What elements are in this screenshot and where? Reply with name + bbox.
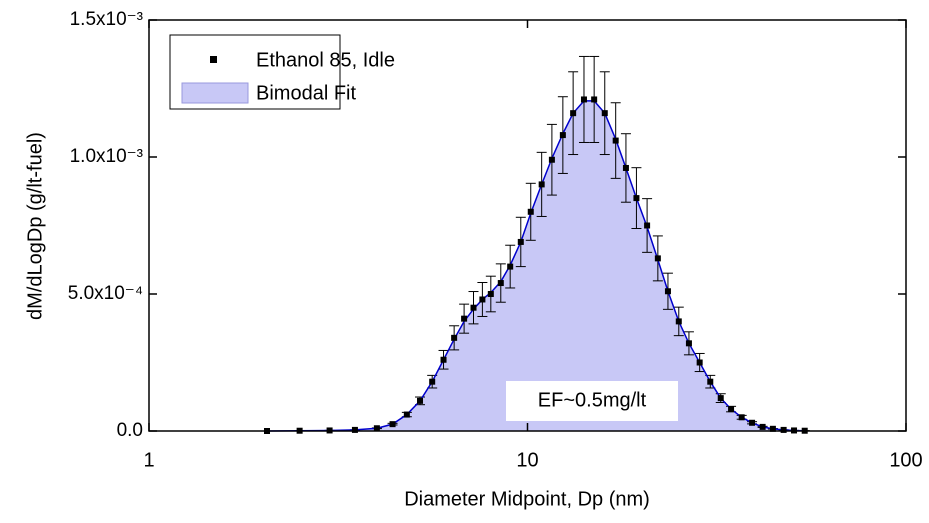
data-point bbox=[591, 96, 598, 103]
data-point bbox=[633, 195, 640, 202]
data-point bbox=[429, 378, 436, 385]
data-point bbox=[440, 356, 447, 363]
data-point bbox=[728, 406, 735, 413]
data-point bbox=[538, 181, 545, 188]
data-point bbox=[451, 334, 458, 341]
x-tick-label: 10 bbox=[516, 449, 538, 471]
y-tick-label: 1.0x10⁻³ bbox=[70, 146, 143, 167]
y-tick-label: 0.0 bbox=[117, 420, 143, 441]
y-tick-label: 1.5x10⁻³ bbox=[70, 9, 143, 30]
data-point bbox=[548, 156, 555, 163]
data-point bbox=[601, 110, 608, 117]
data-point bbox=[612, 137, 619, 144]
data-point bbox=[749, 419, 756, 426]
legend-swatch bbox=[181, 82, 249, 104]
data-point bbox=[622, 164, 629, 171]
data-point bbox=[644, 222, 651, 229]
data-point bbox=[479, 296, 486, 303]
data-point bbox=[517, 238, 524, 245]
data-point bbox=[580, 96, 587, 103]
data-point bbox=[738, 414, 745, 421]
data-point bbox=[759, 423, 766, 430]
data-point bbox=[527, 208, 534, 215]
data-point bbox=[403, 411, 410, 418]
annotation-box bbox=[506, 381, 678, 421]
data-point bbox=[487, 291, 494, 297]
data-point bbox=[470, 304, 477, 311]
data-point bbox=[685, 340, 692, 347]
y-tick-label: 5.0x10⁻⁴ bbox=[68, 283, 143, 304]
legend-marker bbox=[210, 56, 217, 63]
fit-area bbox=[267, 100, 805, 431]
data-point bbox=[769, 425, 776, 432]
data-point bbox=[373, 425, 380, 432]
x-tick-label: 1 bbox=[143, 449, 154, 471]
data-point bbox=[654, 255, 661, 262]
data-point bbox=[664, 288, 671, 295]
data-point bbox=[351, 426, 358, 433]
data-point bbox=[461, 315, 468, 322]
y-axis-label: dM/dLogDp (g/lt-fuel) bbox=[24, 132, 46, 320]
annotation: EF~0.5mg/lt bbox=[538, 389, 647, 411]
legend-label: Ethanol 85, Idle bbox=[256, 49, 395, 71]
data-point bbox=[780, 426, 787, 433]
data-point bbox=[417, 397, 424, 404]
x-axis-label: Diameter Midpoint, Dp (nm) bbox=[404, 488, 650, 510]
data-point bbox=[570, 110, 577, 117]
data-point bbox=[675, 318, 682, 325]
data-point bbox=[717, 395, 724, 402]
data-point bbox=[507, 263, 514, 270]
legend-label: Bimodal Fit bbox=[256, 82, 356, 104]
data-point bbox=[696, 359, 703, 366]
data-point bbox=[497, 280, 504, 287]
x-tick-label: 100 bbox=[889, 449, 922, 471]
data-point bbox=[389, 421, 396, 428]
data-point bbox=[559, 132, 566, 139]
data-point bbox=[707, 378, 714, 385]
